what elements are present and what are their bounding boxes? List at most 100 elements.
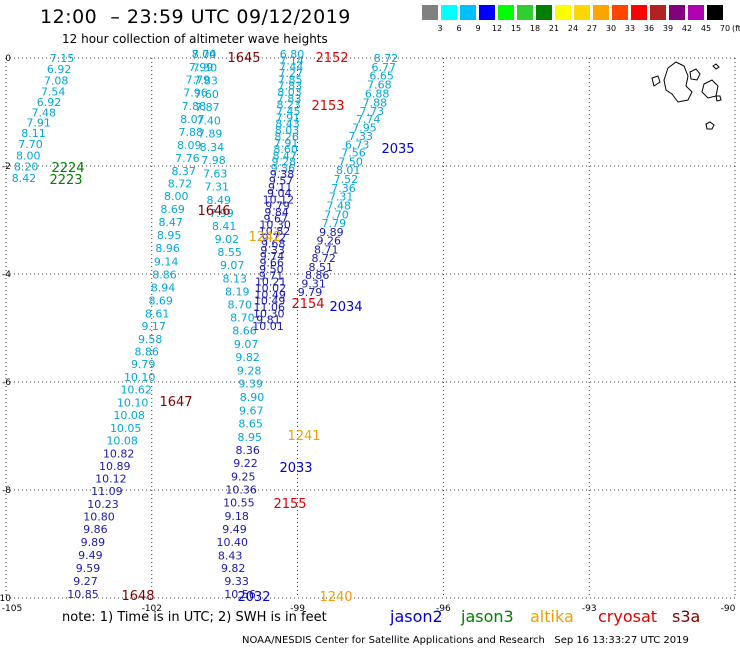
island-outline xyxy=(663,61,693,103)
wave-height-value: 8.07 xyxy=(180,113,205,126)
pass-time-label: 2152 xyxy=(315,51,348,66)
wave-height-value: 7.99 xyxy=(209,207,234,220)
wave-height-value: 9.07 xyxy=(220,259,245,272)
wave-height-value: 7.04 xyxy=(192,48,217,61)
wave-height-value: 7.95 xyxy=(352,122,377,135)
wave-height-value: 7.48 xyxy=(32,106,57,119)
satellite-legend-altika: altika xyxy=(530,607,574,626)
wave-height-value: 9.14 xyxy=(154,255,179,268)
wave-height-value: 8.43 xyxy=(275,118,300,131)
wave-height-value: 9.36 xyxy=(271,162,296,175)
wave-height-value: 7.83 xyxy=(277,92,302,105)
wave-height-value: 9.71 xyxy=(259,269,284,282)
wave-height-value: 7.88 xyxy=(182,100,207,113)
x-tick-label: -99 xyxy=(290,604,305,614)
legend-swatch xyxy=(555,5,571,20)
legend-swatch xyxy=(650,5,666,20)
wave-height-value: 9.02 xyxy=(215,233,240,246)
island-outline xyxy=(705,121,715,130)
wave-height-value: 10.30 xyxy=(253,307,285,320)
wave-height-value: 7.33 xyxy=(349,130,374,143)
pass-time-label: 2155 xyxy=(273,497,306,512)
wave-height-value: 7.76 xyxy=(175,152,200,165)
wave-height-value: 8.70 xyxy=(192,48,217,61)
wave-height-value: 9.28 xyxy=(272,156,297,169)
wave-height-value: 9.89 xyxy=(81,536,106,549)
legend-label: 9 xyxy=(475,24,481,33)
wave-height-value: 7.36 xyxy=(331,182,356,195)
legend-swatch xyxy=(441,5,457,20)
wave-height-value: 10.82 xyxy=(259,225,291,238)
wave-height-value: 10.82 xyxy=(103,447,135,460)
legend-swatch xyxy=(593,5,609,20)
legend-label: 42 xyxy=(681,24,693,33)
wave-height-value: 9.79 xyxy=(298,286,323,299)
wave-height-value: 7.31 xyxy=(329,191,354,204)
wave-height-value: 9.72 xyxy=(262,231,287,244)
wave-height-value: 8.00 xyxy=(164,190,189,203)
wave-height-value: 7.88 xyxy=(363,96,388,109)
wave-height-value: 8.37 xyxy=(171,165,196,178)
wave-height-value: 8.70 xyxy=(230,312,255,325)
y-tick-label: -4 xyxy=(2,270,11,280)
wave-height-value: 8.86 xyxy=(134,346,159,359)
wave-height-value: 8.66 xyxy=(232,325,257,338)
note-text: note: 1) Time is in UTC; 2) SWH is in fe… xyxy=(62,610,327,625)
y-tick-label: -6 xyxy=(2,378,11,388)
wave-height-value: 7.89 xyxy=(198,128,223,141)
wave-height-value: 7.50 xyxy=(338,155,363,168)
wave-height-value: 7.83 xyxy=(278,80,303,93)
x-tick-label: -102 xyxy=(142,604,162,614)
legend-label: 15 xyxy=(510,24,522,33)
wave-height-value: 9.74 xyxy=(260,250,285,263)
wave-height-value: 9.28 xyxy=(237,365,262,378)
wave-height-value: 7.74 xyxy=(356,113,381,126)
wave-height-value: 8.55 xyxy=(217,246,242,259)
wave-height-value: 8.95 xyxy=(157,229,182,242)
wave-height-value: 7.87 xyxy=(195,101,220,114)
wave-height-value: 9.68 xyxy=(261,238,286,251)
wave-height-value: 9.31 xyxy=(301,278,326,291)
island-outline xyxy=(689,68,701,81)
wave-height-value: 9.79 xyxy=(265,200,290,213)
legend-label: 3 xyxy=(437,24,443,33)
wave-height-value: 7.14 xyxy=(279,54,304,67)
wave-height-value: 10.56 xyxy=(224,588,256,601)
wave-height-value: 7.68 xyxy=(367,79,392,92)
wave-height-value: 8.43 xyxy=(218,549,243,562)
wave-height-value: 9.89 xyxy=(319,226,344,239)
pass-time-label: 2224 xyxy=(51,161,84,176)
wave-height-value: 11.09 xyxy=(91,485,123,498)
legend-swatch xyxy=(422,5,438,20)
wave-height-value: 7.30 xyxy=(193,61,218,74)
y-tick-label: -10 xyxy=(0,594,11,604)
wave-height-value: 8.36 xyxy=(235,444,260,457)
x-tick-label: -90 xyxy=(721,604,736,614)
wave-height-value: 7.45 xyxy=(276,105,301,118)
wave-height-value: 9.33 xyxy=(224,575,249,588)
pass-time-label: 1646 xyxy=(197,204,230,219)
wave-height-value: 8.69 xyxy=(160,203,185,216)
wave-height-value: 6.65 xyxy=(369,70,394,83)
legend-swatch xyxy=(688,5,704,20)
wave-height-value: 10.49 xyxy=(254,288,286,301)
wave-height-value: 7.88 xyxy=(179,126,204,139)
wave-height-value: 7.60 xyxy=(194,88,219,101)
legend-label: 39 xyxy=(662,24,674,33)
wave-height-value: 7.98 xyxy=(201,154,226,167)
legend-swatch xyxy=(479,5,495,20)
wave-height-value: 9.49 xyxy=(222,523,247,536)
legend-label: 21 xyxy=(548,24,560,33)
wave-height-value: 10.12 xyxy=(263,193,295,206)
wave-height-value: 7.56 xyxy=(341,147,366,160)
legend-label: 12 xyxy=(491,24,503,33)
satellite-legend-cryosat: cryosat xyxy=(598,607,658,626)
wave-height-value: 8.65 xyxy=(238,418,263,431)
wave-height-value: 10.85 xyxy=(67,588,99,601)
wave-height-value: 8.96 xyxy=(155,242,180,255)
wave-height-value: 9.59 xyxy=(76,562,101,575)
wave-height-value: 9.25 xyxy=(231,470,256,483)
legend-label: 24 xyxy=(567,24,579,33)
island-outline xyxy=(712,63,720,70)
wave-height-value: 8.95 xyxy=(238,431,263,444)
